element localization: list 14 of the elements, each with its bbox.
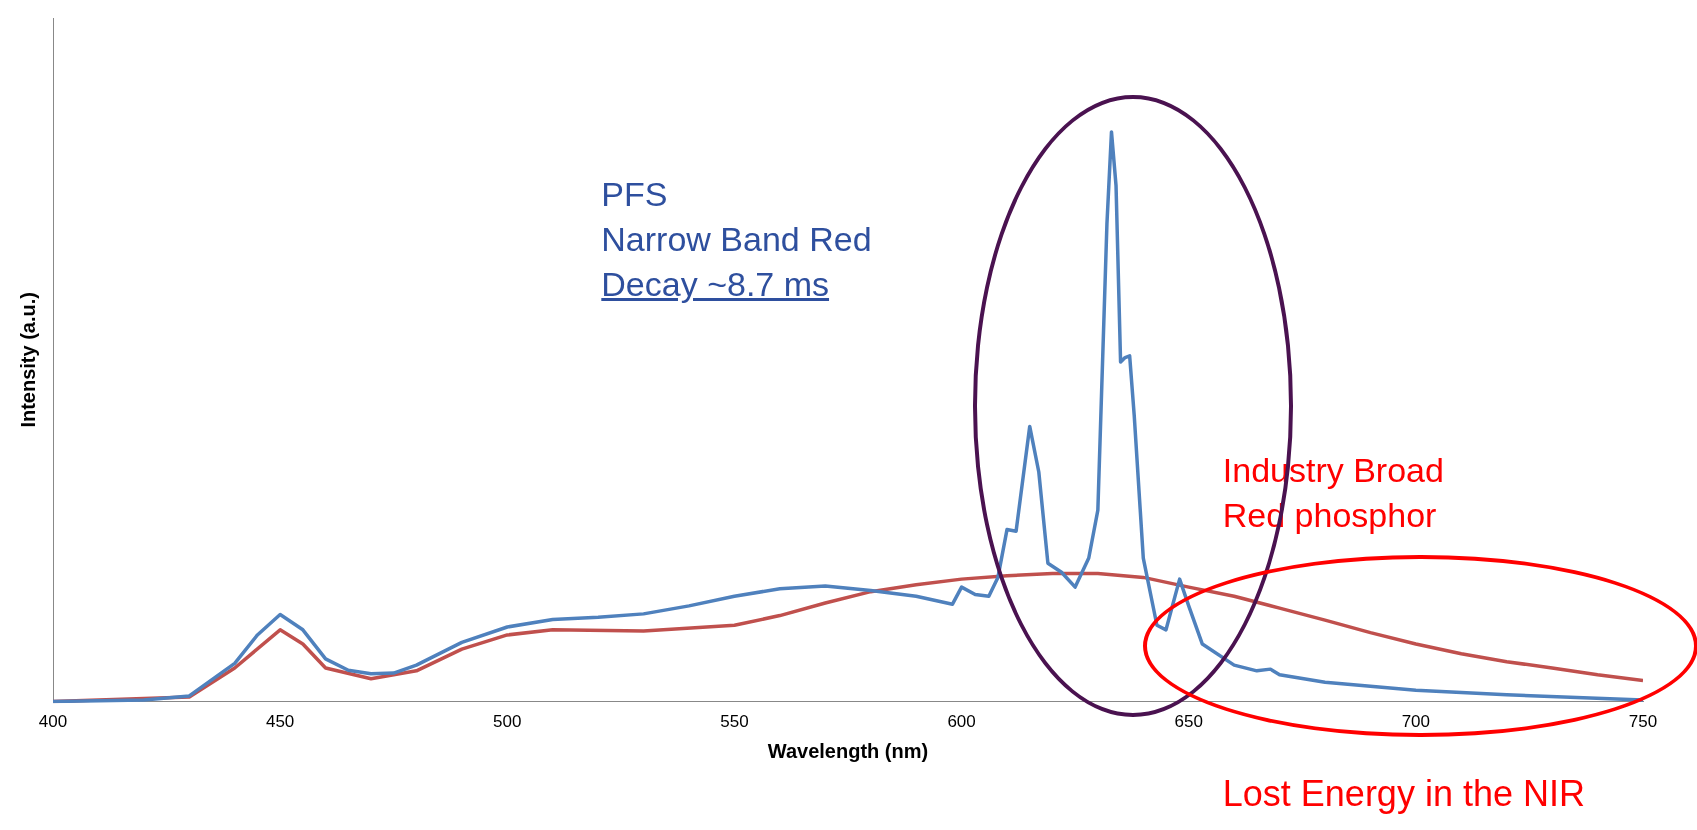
x-tick-label: 550 [720, 712, 749, 732]
x-tick-label: 500 [493, 712, 522, 732]
annotation: PFS [601, 174, 668, 213]
x-tick-label: 450 [265, 712, 295, 732]
x-tick-label: 750 [1628, 712, 1658, 732]
y-axis-title: Intensity (a.u.) [16, 292, 39, 428]
x-tick-label: 400 [38, 712, 68, 732]
x-tick-label: 700 [1401, 712, 1431, 732]
annotation: Decay ~8.7 ms [601, 264, 830, 303]
x-axis-title: Wavelength (nm) [767, 739, 929, 762]
x-tick-label: 650 [1174, 712, 1203, 732]
text: Lost Energy in the NIR [1222, 773, 1585, 814]
annotation: Narrow Band Red [601, 219, 872, 258]
x-tick-label: 600 [947, 712, 976, 732]
